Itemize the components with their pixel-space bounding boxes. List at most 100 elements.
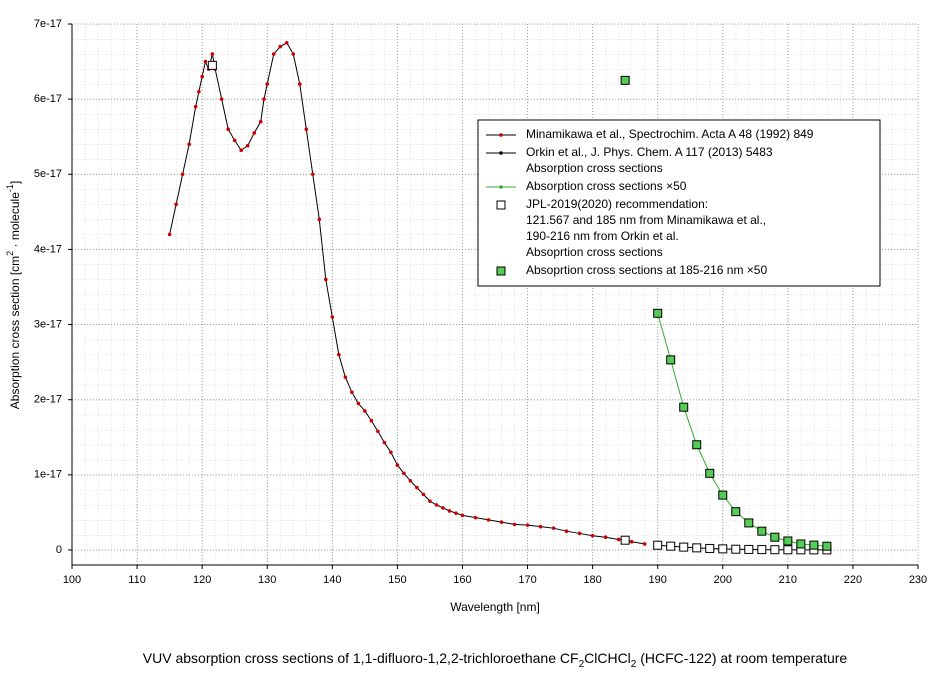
dot-marker	[441, 506, 445, 510]
x-tick-label: 110	[128, 574, 146, 586]
dot-marker	[363, 409, 367, 413]
dot-marker	[408, 479, 413, 483]
dot-marker	[232, 138, 237, 143]
x-axis-label: Wavelength [nm]	[450, 600, 540, 614]
dot-marker	[271, 52, 276, 56]
x-tick-label: 210	[779, 574, 797, 586]
dot-marker	[382, 440, 387, 445]
dot-marker	[590, 533, 595, 538]
dot-marker	[538, 524, 543, 529]
x-tick-label: 100	[63, 574, 81, 586]
square-marker	[666, 355, 676, 365]
y-tick-label: 6e-17	[34, 93, 62, 105]
dot-marker	[454, 511, 458, 515]
legend-label: Absorption cross sections	[526, 161, 663, 175]
square-marker	[770, 532, 780, 542]
legend-marker	[496, 266, 506, 276]
square-marker	[207, 60, 217, 70]
dot-marker	[284, 40, 289, 45]
dot-marker	[564, 529, 569, 533]
dot-marker	[262, 97, 266, 101]
square-marker	[796, 539, 806, 549]
dot-marker	[415, 485, 419, 490]
title-part: 2	[579, 659, 585, 670]
legend-label: 190-216 nm from Orkin et al.	[526, 229, 679, 243]
legend-label: Absorption cross sections ×50	[526, 179, 687, 193]
dot-marker	[265, 82, 270, 86]
dot-marker	[447, 509, 452, 513]
dot-marker	[603, 535, 608, 539]
dot-marker	[642, 542, 647, 546]
dot-marker	[460, 513, 465, 518]
square-marker	[679, 402, 689, 412]
dot-marker	[629, 539, 634, 544]
square-marker	[731, 544, 741, 554]
dot-marker	[310, 172, 315, 177]
y-tick-label: 5e-17	[34, 168, 62, 180]
legend-marker	[499, 151, 503, 155]
ylabel-part: 2	[5, 251, 15, 256]
legend-marker	[496, 200, 506, 210]
dot-marker	[551, 526, 556, 530]
dot-marker	[376, 429, 380, 434]
ylabel-part: -1	[5, 184, 15, 192]
x-tick-label: 230	[909, 574, 927, 586]
dot-marker	[258, 119, 263, 124]
legend-label: JPL-2019(2020) recommendation:	[526, 197, 708, 211]
dot-marker	[167, 232, 172, 237]
dot-marker	[395, 463, 400, 467]
dot-marker	[291, 52, 296, 56]
dot-marker	[245, 143, 250, 148]
x-tick-label: 150	[388, 574, 406, 586]
dot-marker	[402, 471, 406, 476]
square-marker	[718, 544, 728, 554]
legend-label: Orkin et al., J. Phys. Chem. A 117 (2013…	[526, 145, 773, 159]
y-tick-label: 2e-17	[34, 394, 62, 406]
square-marker	[705, 468, 715, 478]
dot-marker	[200, 74, 204, 79]
square-marker	[822, 541, 832, 551]
dot-marker	[252, 131, 257, 135]
dot-marker	[324, 277, 328, 282]
square-marker	[653, 308, 663, 318]
title-part: VUV absorption cross sections of 1,1-dif…	[143, 650, 579, 666]
legend-label: 121.567 and 185 nm from Minamikawa et al…	[526, 213, 766, 227]
dot-marker	[577, 531, 582, 536]
title-part: 2	[631, 659, 637, 670]
dot-marker	[499, 520, 504, 524]
y-axis-label: Absorption cross section [cm2 · molecule…	[5, 181, 22, 409]
dot-marker	[616, 537, 621, 542]
x-tick-label: 200	[714, 574, 732, 586]
square-marker	[809, 540, 819, 550]
square-marker	[653, 540, 663, 550]
y-tick-label: 3e-17	[34, 318, 62, 330]
x-tick-label: 180	[583, 574, 601, 586]
square-marker	[705, 543, 715, 553]
y-tick-label: 1e-17	[34, 469, 62, 481]
x-tick-label: 170	[518, 574, 536, 586]
y-tick-label: 0	[56, 544, 62, 556]
x-tick-label: 140	[323, 574, 341, 586]
ylabel-part: Absorption cross section [cm	[8, 256, 22, 409]
square-marker	[679, 542, 689, 552]
dot-marker	[434, 503, 439, 507]
dot-marker	[297, 82, 302, 86]
chart-title: VUV absorption cross sections of 1,1-dif…	[143, 650, 848, 670]
dot-marker	[278, 44, 283, 49]
square-marker	[744, 544, 754, 554]
square-marker	[731, 507, 741, 517]
dot-marker	[180, 172, 185, 177]
square-marker	[757, 545, 767, 555]
x-tick-label: 120	[193, 574, 211, 586]
dot-marker	[193, 104, 198, 109]
x-tick-label: 220	[844, 574, 862, 586]
dot-marker	[304, 127, 309, 131]
square-marker	[718, 490, 728, 500]
ylabel-part: ]	[8, 181, 22, 184]
legend-label: Absoprtion cross sections	[526, 245, 663, 259]
square-marker	[783, 536, 793, 546]
square-marker	[783, 545, 793, 555]
title-part: ClCHCl	[584, 650, 631, 666]
y-tick-label: 7e-17	[34, 18, 62, 30]
